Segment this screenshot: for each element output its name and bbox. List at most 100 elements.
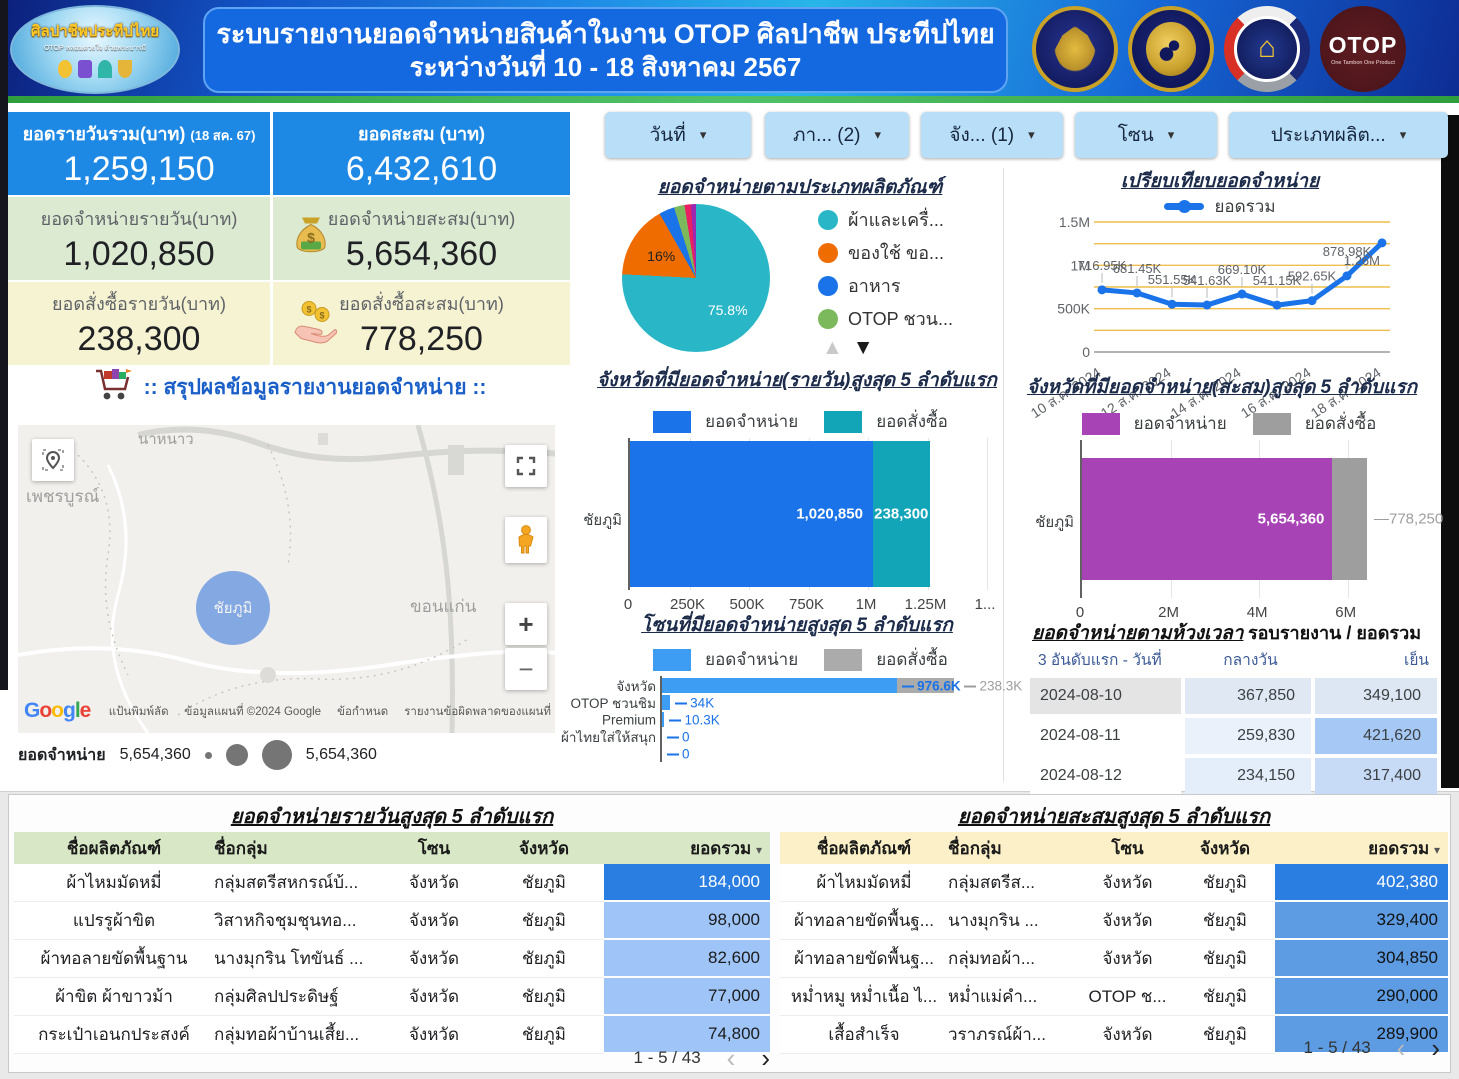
google-logo[interactable]: Google [24, 699, 91, 723]
group-cell: กลุ่มสตรีสหกรณ์บ้... [214, 864, 384, 902]
scroll-up-icon[interactable]: ▲ [822, 336, 843, 359]
legend-swatch-icon [818, 209, 838, 230]
filter-zone-label: โซน [1117, 125, 1154, 146]
zone-cell: จังหวัด [384, 978, 484, 1016]
pie-legend-item[interactable]: ผ้าและเครื่... [818, 203, 953, 236]
filter-province-button[interactable]: จัง... (1) ▾ [921, 112, 1063, 158]
column-header[interactable]: โซน [1111, 838, 1144, 858]
filter-product-type-button[interactable]: ประเภทผลิต... ▾ [1229, 112, 1448, 158]
next-page-icon[interactable]: › [1431, 1033, 1440, 1063]
kpi-daily-total-value: 1,259,150 [63, 149, 215, 188]
legend-swatch-icon [1252, 412, 1291, 435]
zone-sales-value: 0 [667, 729, 690, 744]
report-error-link[interactable]: รายงานข้อผิดพลาดของแผนที่ [404, 706, 551, 718]
zone-bar-chart[interactable]: จังหวัด 976.6K 238.3K OTOP ชวนชิม 34K Pr… [561, 676, 1022, 762]
table-row: ผ้าไหมมัดหมี่ กลุ่มสตรีสหกรณ์บ้... จังหวัด… [14, 864, 770, 902]
cumulative-bar-legend: ยอดจำหน่าย ยอดสั่งซื้อ [1080, 410, 1390, 437]
column-header-sorted[interactable]: ยอดรวม ▾ [690, 838, 762, 858]
zone-sales-bar[interactable] [662, 712, 665, 727]
axis-tick-label: 1.25M [904, 596, 947, 613]
column-header[interactable]: ชื่อกลุ่ม [214, 838, 268, 858]
product-cell: แปรรูผ้าขิต [14, 902, 214, 940]
evening-cell: 349,100 [1315, 678, 1437, 714]
pegman-button[interactable] [505, 517, 547, 563]
pie-legend-label: OTOP ชวน... [848, 309, 953, 329]
table-row: ผ้าทอลายขัดพื้นฐ... นางมุกริน ... จังหวัดช… [780, 902, 1448, 940]
table-row: 2024-08-10 367,850 349,100 [1030, 678, 1441, 714]
filter-date-button[interactable]: วันที่ ▾ [605, 112, 751, 158]
kpi-daily-total-card: ยอดรายวันรวม(บาท) (18 สค. 67) 1,259,150 [8, 112, 270, 195]
column-header[interactable]: จังหวัด [1199, 838, 1251, 858]
zoom-out-button[interactable]: − [505, 648, 547, 690]
google-logo-letter: l [74, 699, 81, 722]
province-cell: ชัยภูมิ [484, 864, 604, 902]
cumulative-province-bar-chart[interactable]: 5,654,360 —778,250 [1080, 440, 1443, 598]
map-panel[interactable]: นาหนาว เพชรบูรณ์ ขอนแก่น ชัยภูมิ + − Goo… [18, 425, 555, 733]
group-cell: วราภรณ์ผ้า... [948, 1016, 1080, 1054]
sales-compare-line-chart[interactable]: 1.5M 1M 500K 0 716.95K681.45K551.55K541.63K6… [1028, 212, 1396, 421]
fullscreen-icon [516, 456, 536, 476]
zone-category: Premium [601, 712, 656, 727]
cumulative-table-pagination: 1 - 5 / 43 ‹ › [1190, 1033, 1440, 1063]
zone-row: Premium 10.3K [602, 712, 987, 727]
column-header[interactable]: ชื่อผลิตภัณฑ์ [66, 838, 162, 858]
cumulative-orders-bar[interactable] [1332, 458, 1367, 580]
prev-page-icon[interactable]: ‹ [1396, 1033, 1406, 1063]
zone-cell: จังหวัด [1080, 940, 1175, 978]
group-cell: นางมุกริน ... [948, 902, 1080, 940]
cumulative-orders-value: —778,250 [1374, 510, 1444, 528]
pie-legend-item[interactable]: อาหาร [818, 269, 953, 302]
column-header[interactable]: กลางวัน [1223, 651, 1278, 669]
government-emblem-logo [1032, 6, 1118, 92]
svg-text:592.65K: 592.65K [1288, 269, 1337, 284]
google-logo-letter: o [51, 699, 64, 722]
prev-page-icon[interactable]: ‹ [726, 1043, 736, 1073]
scroll-down-icon[interactable]: ▼ [852, 336, 874, 359]
kpi-daily-sales-card: ยอดจำหน่ายรายวัน(บาท) 1,020,850 [8, 197, 270, 280]
line-chart-legend[interactable]: ยอดรวม [1040, 193, 1400, 220]
province-bubble-chaiyaphum[interactable]: ชัยภูมิ [196, 571, 270, 645]
pie-legend-item[interactable]: ของใช้ ขอ... [818, 236, 953, 269]
daily-orders-bar[interactable]: 238,300 [872, 441, 930, 587]
table-row: กระเป๋าเอนกประสงค์ กลุ่มทอผ้าบ้านเสี้ย...… [14, 1016, 770, 1054]
column-header[interactable]: โซน [417, 838, 451, 858]
filter-region-button[interactable]: ภา... (2) ▾ [765, 112, 909, 158]
column-divider [1003, 168, 1004, 782]
column-header-sorted[interactable]: ยอดรวม ▾ [1368, 838, 1440, 858]
date-cell: 2024-08-10 [1030, 678, 1181, 714]
zone-row: จังหวัด 976.6K 238.3K [616, 678, 1022, 694]
column-header[interactable]: จังหวัด [518, 838, 570, 858]
zone-row: OTOP ชวนชิม 34K [570, 695, 987, 711]
daily-sales-bar[interactable]: 1,020,850 [630, 441, 873, 587]
product-type-pie-chart[interactable]: 16% 75.8% [622, 204, 770, 352]
next-page-icon[interactable]: › [761, 1043, 770, 1073]
evening-cell: 421,620 [1315, 718, 1437, 754]
zone-sales-bar[interactable] [662, 695, 671, 710]
legend-label: ยอดสั่งซื้อ [1304, 414, 1377, 433]
svg-text:$: $ [307, 229, 315, 245]
column-header[interactable]: ชื่อผลิตภัณฑ์ [816, 838, 912, 858]
column-header[interactable]: เย็น [1404, 651, 1429, 669]
date-cell: 2024-08-12 [1030, 758, 1181, 794]
axis-tick-label: 6M [1335, 604, 1357, 621]
zoom-in-button[interactable]: + [505, 603, 547, 645]
filter-zone-button[interactable]: โซน ▾ [1075, 112, 1217, 158]
table-row: 2024-08-11 259,830 421,620 [1030, 718, 1441, 754]
fullscreen-button[interactable] [505, 445, 547, 487]
product-cell: หม่ำหมู หม่ำเนื้อ ไ... [780, 978, 948, 1016]
terms-link[interactable]: ข้อกำหนด [337, 706, 389, 718]
zone-sales-bar[interactable] [662, 678, 898, 693]
column-header[interactable]: 3 อันดับแรก - วันที่ [1038, 651, 1162, 669]
axis-tick-label: 500K [729, 596, 765, 613]
kpi-cumulative-sales-value: 5,654,360 [345, 234, 498, 273]
badge-art-teal [98, 60, 112, 78]
daily-province-bar-chart[interactable]: 1,020,850 238,300 [628, 438, 988, 590]
legend-swatch-icon [818, 242, 838, 263]
pie-legend-item[interactable]: OTOP ชวน... [818, 302, 953, 335]
locate-button[interactable] [32, 439, 74, 481]
keyboard-shortcuts-link[interactable]: แป้นพิมพ์ลัด [108, 706, 169, 718]
cumulative-sales-bar[interactable]: 5,654,360 [1082, 458, 1333, 580]
column-header[interactable]: ชื่อกลุ่ม [948, 838, 1002, 858]
google-logo-letter: o [39, 699, 52, 722]
zone-cell: จังหวัด [1080, 902, 1175, 940]
